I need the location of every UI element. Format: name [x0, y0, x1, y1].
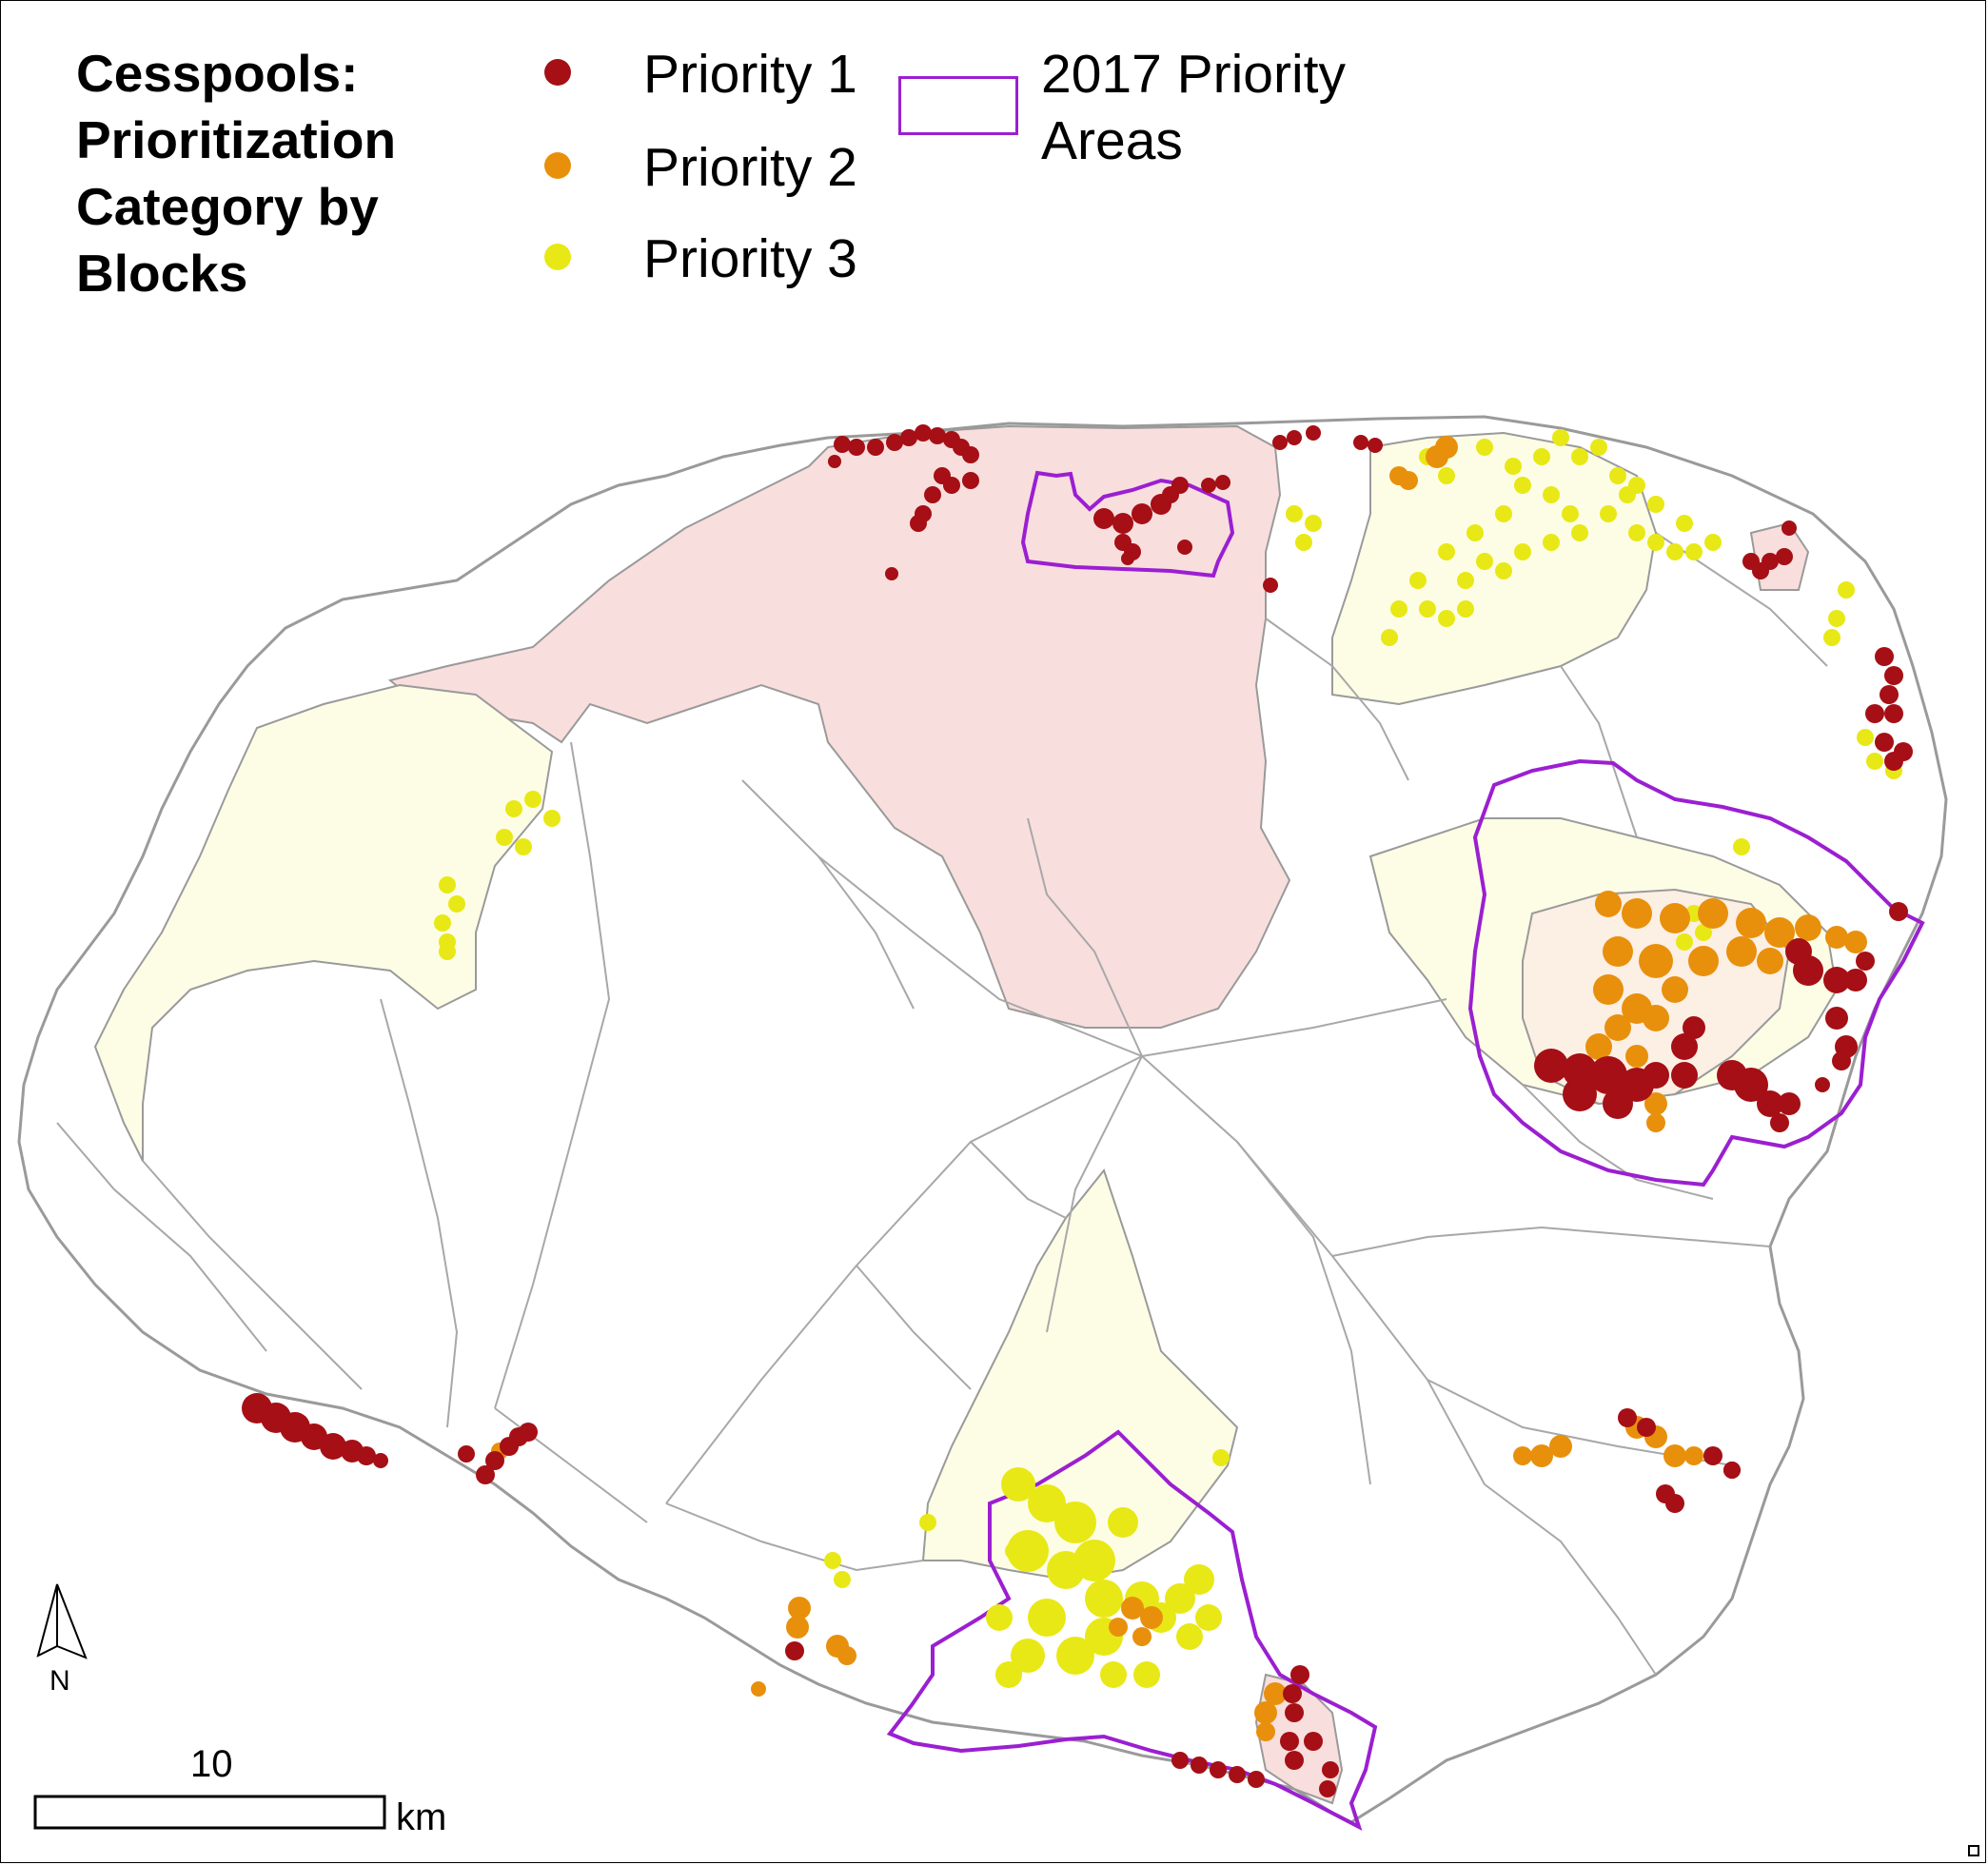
- corner-marker: [1968, 1845, 1979, 1856]
- west-priority3-region: [93, 683, 554, 1162]
- priority2-legend-label: Priority 2: [643, 137, 857, 198]
- legend-title-line-4: Blocks: [76, 244, 248, 303]
- priority3-legend-label: Priority 3: [643, 228, 857, 289]
- north-priority-area-outline: [1020, 470, 1235, 579]
- priority3-legend-icon: [544, 244, 571, 270]
- scale-bar: [33, 1795, 386, 1830]
- priority3-points: [434, 429, 1902, 1688]
- east-priority-area-outline: [1467, 758, 1925, 1188]
- legend-title-line-2: Prioritization: [76, 110, 397, 169]
- scale-value-label: 10: [190, 1743, 233, 1785]
- priority-area-legend-label-2: Areas: [1041, 110, 1183, 171]
- priority2-legend-icon: [544, 152, 571, 179]
- south-priority3-region: [921, 1168, 1239, 1581]
- priority2-points: [491, 436, 1867, 1741]
- legend-title-line-1: Cesspools:: [76, 44, 359, 103]
- north-arrow-icon: [36, 1583, 88, 1659]
- priority1-legend-icon: [544, 59, 571, 86]
- north-label: N: [49, 1665, 70, 1697]
- priority-area-legend-label-1: 2017 Priority: [1041, 44, 1346, 105]
- priority1-legend-label: Priority 1: [643, 44, 857, 105]
- priority-area-legend-icon: [898, 76, 1018, 135]
- northeast-priority3-region: [1331, 431, 1658, 706]
- internal-boundaries: [56, 532, 1828, 1676]
- north-priority1-region: [387, 424, 1291, 1029]
- priority1-points: [242, 424, 1913, 1797]
- scale-unit-label: km: [396, 1796, 447, 1838]
- legend-title-line-3: Category by: [76, 177, 379, 236]
